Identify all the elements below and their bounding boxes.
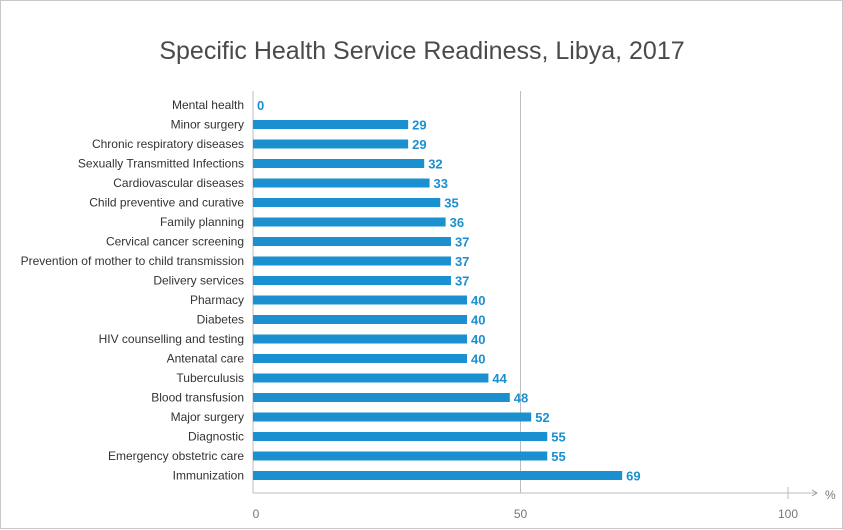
value-label: 36 [450, 215, 464, 230]
category-label: Minor surgery [171, 118, 244, 132]
x-tick-label: 100 [778, 507, 798, 521]
bar [253, 373, 489, 383]
category-label: Tuberculusis [176, 371, 244, 385]
value-label: 48 [514, 391, 528, 406]
x-axis: 0 50 100% [253, 487, 836, 521]
bar [253, 178, 430, 188]
category-label: Immunization [173, 469, 244, 483]
bar [253, 237, 451, 246]
bar [253, 198, 441, 207]
bar [253, 471, 623, 480]
value-label: 32 [428, 157, 442, 172]
bar [253, 451, 548, 461]
category-label: Emergency obstetric care [108, 449, 244, 463]
value-label: 33 [434, 176, 448, 191]
value-label: 37 [455, 235, 469, 250]
category-label: Diabetes [197, 313, 244, 327]
bar [253, 412, 532, 422]
category-label: Delivery services [153, 274, 244, 288]
bar [253, 139, 409, 149]
category-label: Blood transfusion [151, 391, 244, 405]
bar [253, 120, 409, 129]
value-label: 37 [455, 254, 469, 269]
value-label: 40 [471, 313, 485, 328]
value-label: 29 [412, 137, 426, 152]
category-label: Mental health [172, 98, 244, 112]
category-label: Chronic respiratory diseases [92, 137, 244, 151]
category-label: Cervical cancer screening [106, 235, 244, 249]
bar [253, 295, 467, 305]
value-label: 55 [551, 449, 565, 464]
x-tick-label: 0 [253, 507, 260, 521]
value-label: 44 [492, 371, 507, 386]
bar [253, 256, 451, 266]
category-label: Child preventive and curative [89, 196, 244, 210]
x-unit-label: % [825, 488, 836, 502]
category-label: Diagnostic [188, 430, 244, 444]
bars-layer [253, 120, 623, 480]
category-label: Cardiovascular diseases [113, 176, 244, 190]
value-label: 69 [626, 469, 640, 484]
x-axis-arrow-icon [811, 489, 818, 497]
category-label: Prevention of mother to child transmissi… [21, 254, 244, 268]
category-label: HIV counselling and testing [99, 332, 244, 346]
category-label: Major surgery [171, 410, 244, 424]
value-label: 40 [471, 332, 485, 347]
value-label: 37 [455, 274, 469, 289]
category-label: Antenatal care [167, 352, 245, 366]
value-label: 40 [471, 352, 485, 367]
value-label: 29 [412, 118, 426, 133]
x-tick-label: 50 [514, 507, 528, 521]
bar [253, 432, 548, 441]
chart-title: Specific Health Service Readiness, Libya… [159, 37, 684, 65]
value-label: 55 [551, 430, 565, 445]
bar [253, 354, 467, 363]
value-label: 52 [535, 410, 549, 425]
bar [253, 393, 510, 402]
value-label: 40 [471, 293, 485, 308]
value-label: 0 [257, 98, 264, 113]
bar [253, 315, 467, 324]
category-label: Sexually Transmitted Infections [78, 157, 244, 171]
bar [253, 217, 446, 227]
category-label: Family planning [160, 215, 244, 229]
labels-layer: Mental health 0 Minor surgery 29 Chronic res… [21, 98, 641, 484]
bar [253, 334, 467, 344]
grid-layer [252, 91, 521, 493]
category-label: Pharmacy [190, 293, 244, 307]
value-label: 35 [444, 196, 458, 211]
bar [253, 276, 451, 285]
bar [253, 159, 425, 168]
